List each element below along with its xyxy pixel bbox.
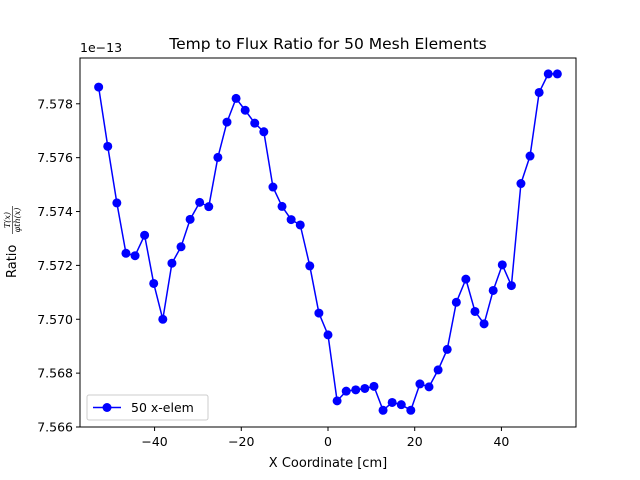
data-point	[525, 151, 535, 161]
series-layer	[94, 69, 562, 415]
data-point	[130, 251, 140, 261]
data-point	[259, 127, 269, 137]
data-point	[433, 365, 443, 375]
data-point	[305, 261, 315, 271]
data-point	[497, 260, 507, 270]
x-tick-label: 40	[493, 434, 509, 449]
data-point	[506, 281, 516, 291]
data-point	[479, 319, 489, 329]
plot-area	[79, 57, 577, 428]
y-axis-title-numerator: T(x)	[3, 212, 12, 228]
y-axis-title: Ratio T(x) φth(x)	[3, 206, 22, 278]
x-tick-label: −20	[228, 434, 254, 449]
data-point	[351, 385, 361, 395]
data-point	[250, 118, 260, 128]
data-point	[424, 382, 434, 392]
y-tick-label: 7.566	[37, 420, 73, 435]
legend-box	[86, 394, 209, 421]
y-axis-ticks: 7.566 7.568 7.570 7.572 7.574 7.576 7.578	[37, 96, 80, 435]
x-axis-ticks: −40 −20 0 20 40	[141, 427, 509, 449]
x-axis-title: X Coordinate [cm]	[269, 456, 387, 471]
data-point	[158, 314, 168, 324]
data-point	[470, 306, 480, 316]
y-tick-label: 7.568	[37, 366, 73, 381]
x-tick-label: 0	[324, 434, 332, 449]
data-point	[543, 69, 553, 79]
data-point	[552, 69, 562, 79]
legend-label: 50 x-elem	[131, 400, 194, 415]
data-point	[94, 82, 104, 92]
data-point	[167, 258, 177, 268]
data-point	[121, 248, 131, 258]
data-point	[378, 405, 388, 415]
data-point	[185, 214, 195, 224]
data-point	[451, 297, 461, 307]
data-point	[341, 386, 351, 396]
data-point	[534, 87, 544, 97]
y-offset-text: 1e−13	[80, 40, 122, 55]
data-point	[415, 379, 425, 389]
data-point	[396, 400, 406, 410]
x-tick-label: −40	[141, 434, 167, 449]
y-axis-title-denominator: φth(x)	[13, 208, 22, 233]
data-point	[268, 182, 278, 192]
data-point	[461, 274, 471, 284]
data-point	[314, 308, 324, 318]
data-point	[112, 198, 122, 208]
data-point	[204, 202, 214, 212]
y-tick-label: 7.574	[37, 204, 73, 219]
data-point	[103, 141, 113, 151]
data-point	[332, 396, 342, 406]
data-point	[286, 215, 296, 225]
data-point	[231, 93, 241, 103]
data-point	[406, 405, 416, 415]
y-tick-label: 7.578	[37, 96, 73, 111]
data-point	[360, 383, 370, 393]
legend: 50 x-elem	[86, 394, 209, 421]
y-axis-title-text: Ratio	[5, 245, 20, 278]
y-tick-label: 7.570	[37, 312, 73, 327]
data-point	[442, 344, 452, 354]
data-point	[387, 397, 397, 407]
chart-title: Temp to Flux Ratio for 50 Mesh Elements	[168, 35, 486, 53]
data-point	[369, 381, 379, 391]
data-point	[149, 278, 159, 288]
data-point	[323, 330, 333, 340]
data-point	[277, 201, 287, 211]
legend-marker-sample	[102, 403, 112, 412]
data-point	[240, 105, 250, 115]
data-point	[195, 197, 205, 207]
data-point	[140, 230, 150, 240]
data-point	[213, 152, 223, 162]
data-point	[176, 242, 186, 252]
data-point	[516, 179, 526, 189]
y-tick-label: 7.576	[37, 150, 73, 165]
data-point	[222, 117, 232, 127]
y-tick-label: 7.572	[37, 258, 73, 273]
data-point	[295, 220, 305, 230]
x-tick-label: 20	[407, 434, 423, 449]
data-point	[488, 285, 498, 295]
